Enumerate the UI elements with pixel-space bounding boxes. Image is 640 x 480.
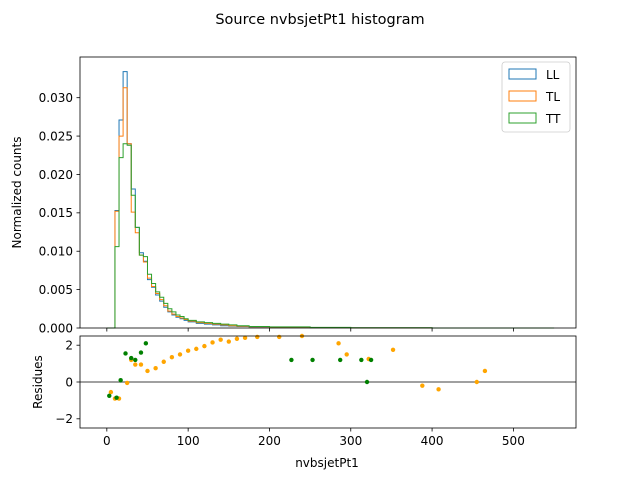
histogram-frame — [79, 56, 577, 329]
residue-point — [364, 379, 370, 385]
residue-point — [336, 341, 341, 346]
residues-y-tick-label: 2 — [65, 339, 73, 353]
histogram-y-tick-label: 0.010 — [39, 245, 73, 259]
residue-point — [289, 357, 294, 363]
residue-point — [474, 379, 479, 385]
residues-y-ticks: −2 0 2 — [55, 339, 80, 426]
residue-point — [194, 346, 199, 352]
residue-point — [177, 352, 183, 357]
residues-x-tick-label: 200 — [258, 434, 281, 448]
legend-swatch-ll — [508, 68, 537, 80]
residue-point — [436, 387, 441, 392]
residue-point — [359, 357, 364, 363]
residue-point — [242, 335, 248, 341]
residues-panel: −2 0 2 0 100 200 300 400 500 Residues nvbsjetPt… — [31, 333, 577, 470]
residue-point — [138, 350, 144, 355]
residue-point — [226, 339, 231, 344]
histogram-y-tick-label: 0.020 — [39, 168, 73, 182]
residue-point — [108, 389, 114, 395]
residue-point — [133, 357, 138, 363]
residue-point — [161, 359, 166, 364]
residues-x-tick-label: 400 — [421, 434, 444, 448]
histogram-y-tick-label: 0.025 — [39, 129, 73, 143]
legend-label-tl: TL — [545, 90, 560, 104]
residues-x-axis-label: nvbsjetPt1 — [295, 456, 359, 470]
residues-x-tick-label: 100 — [177, 434, 200, 448]
residue-point — [218, 337, 223, 342]
histogram-y-tick-label: 0.005 — [39, 283, 73, 297]
residue-point — [123, 351, 128, 356]
residue-point — [185, 348, 191, 353]
residues-x-tick-label: 500 — [502, 434, 525, 448]
residue-point — [390, 347, 396, 352]
residue-point — [277, 334, 282, 340]
residue-point — [153, 366, 158, 371]
residues-frame — [79, 335, 577, 429]
legend-swatch-tt — [508, 112, 537, 124]
histogram-y-tick-label: 0.015 — [39, 206, 73, 220]
residue-point — [344, 352, 349, 357]
legend: LL TL TT — [501, 61, 571, 133]
histogram-y-tick-label: 0.030 — [39, 91, 73, 105]
residue-point — [202, 343, 207, 349]
residue-point — [118, 377, 123, 383]
residues-points-group — [107, 333, 488, 401]
histogram-y-ticks: 0.000 0.005 0.010 0.015 0.020 0.025 0.030 — [39, 91, 514, 335]
residue-point — [368, 357, 374, 363]
residue-point — [210, 340, 215, 345]
histogram-series-tt — [106, 143, 555, 329]
residue-point — [145, 368, 150, 374]
residues-y-tick-label: −2 — [55, 412, 73, 426]
residues-y-tick-label: 0 — [65, 375, 73, 389]
residue-point — [482, 368, 488, 374]
histogram-series-tl — [106, 87, 555, 329]
residues-x-ticks: 0 100 200 300 400 500 — [103, 428, 525, 448]
residue-point — [338, 357, 343, 363]
residue-point — [143, 341, 149, 346]
residue-point — [124, 380, 130, 386]
legend-label-tt: TT — [545, 112, 561, 126]
residue-point — [255, 334, 260, 340]
figure-title: Source nvbsjetPt1 histogram — [215, 12, 424, 28]
residue-point — [129, 355, 134, 361]
histogram-y-tick-label: 0.000 — [39, 321, 73, 335]
residues-x-tick-label: 0 — [103, 434, 111, 448]
residue-point — [169, 354, 175, 360]
legend-swatch-tl — [508, 90, 537, 102]
residues-x-tick-label: 300 — [339, 434, 362, 448]
residues-y-axis-label: Residues — [31, 355, 45, 409]
residue-point — [420, 383, 425, 388]
legend-label-ll: LL — [546, 68, 560, 82]
histogram-panel: 0.000 0.005 0.010 0.015 0.020 0.025 0.030 Norm… — [10, 56, 577, 335]
residue-point — [114, 395, 119, 400]
residue-point — [310, 357, 315, 363]
residue-point — [107, 393, 112, 398]
residue-point — [234, 336, 240, 341]
histogram-plot-area — [80, 57, 576, 328]
histogram-series-group — [106, 71, 555, 329]
histogram-y-axis-label: Normalized counts — [10, 137, 24, 249]
residue-point — [133, 362, 138, 367]
residue-point — [138, 362, 144, 367]
